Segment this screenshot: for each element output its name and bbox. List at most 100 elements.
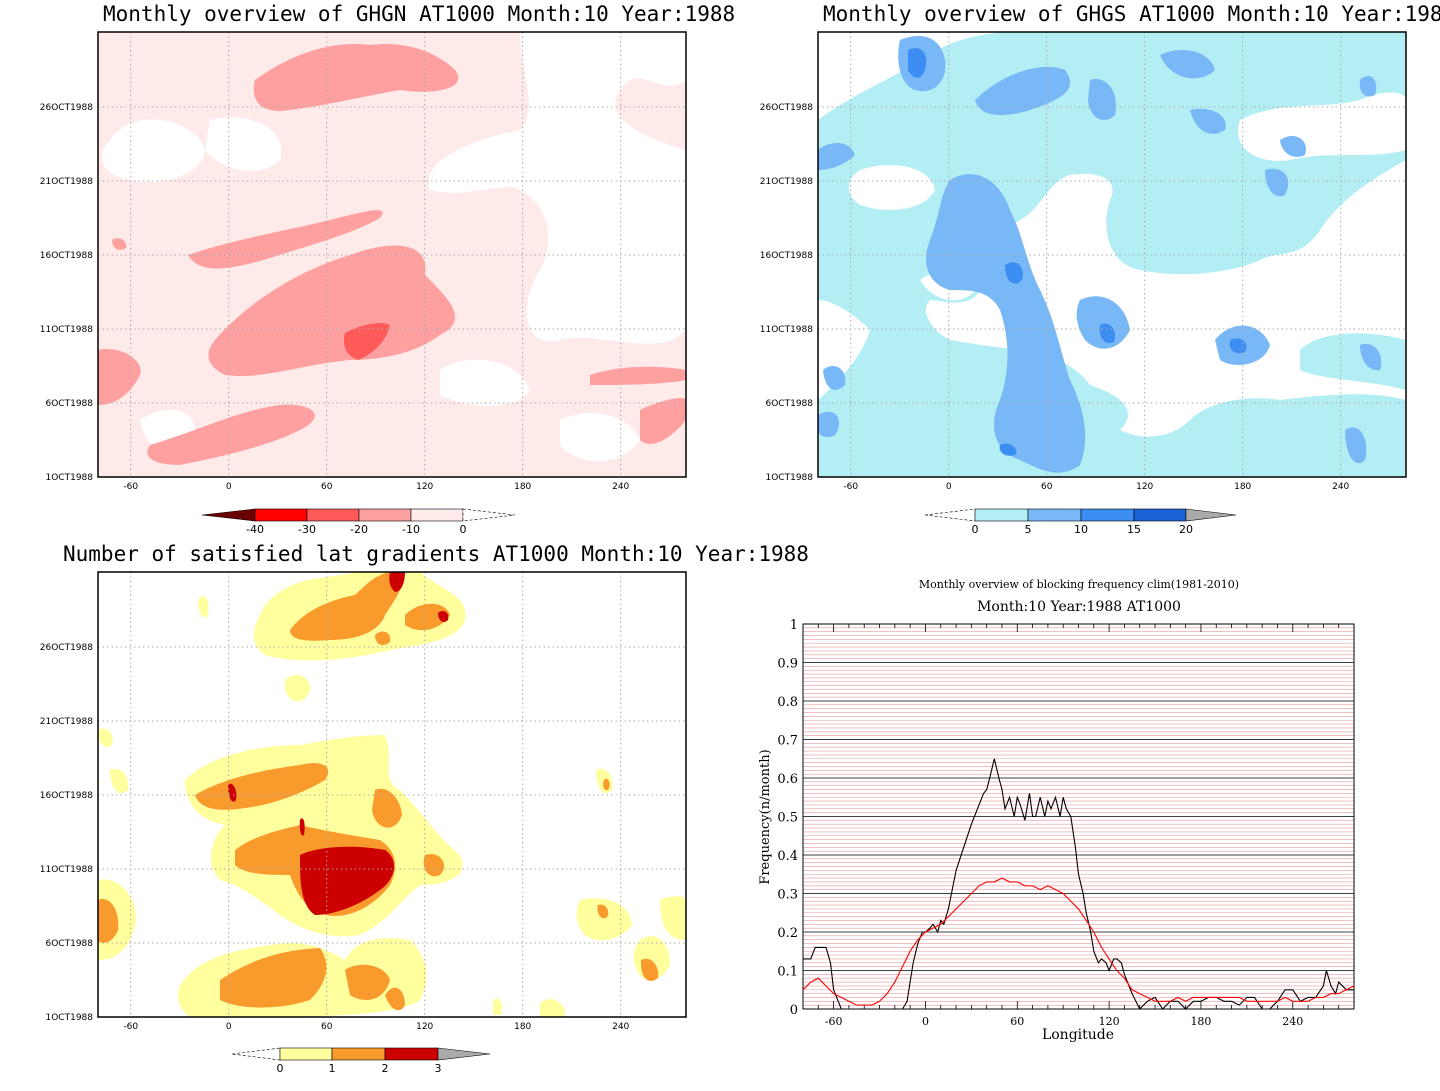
ghgs-x-tick: 60 [1041, 482, 1053, 492]
ghgn-colorbar-label: -10 [402, 523, 420, 536]
lat-grid [98, 572, 686, 1017]
lat-x-tick: 240 [612, 1022, 629, 1032]
ghgn-y-tick: 26OCT1988 [40, 103, 93, 113]
ghgn-y-tick: 11OCT1988 [40, 325, 93, 335]
y-tick-label: 1 [790, 618, 798, 633]
lat-y-tick: 16OCT1988 [40, 791, 93, 801]
lat-y-tick: 11OCT1988 [40, 865, 93, 875]
series-line-red [802, 877, 1355, 1006]
ghgs-colorbar-label: 0 [972, 523, 979, 536]
ghgn-x-tick: 180 [514, 482, 531, 492]
blocking-subtitle: Month:10 Year:1988 AT1000 [977, 599, 1181, 615]
ghgs-grid [818, 32, 1406, 477]
ghgn-plot: -60 0 60 120 180 240 1OCT1988 6OCT1988 1… [40, 31, 687, 536]
ghgs-colorbar-label: 5 [1025, 523, 1032, 536]
x-axis-label: Longitude [1042, 1027, 1114, 1043]
ghgn-x-tick: 60 [321, 482, 333, 492]
x-tick-label: 0 [922, 1015, 929, 1028]
lat-colorbar-label: 2 [382, 1062, 389, 1075]
lat-panel: Number of satisfied lat gradients AT1000… [0, 540, 809, 1091]
y-tick-label: 0.8 [777, 695, 798, 710]
ghgs-x-tick: 180 [1234, 482, 1251, 492]
ghgn-y-tick: 6OCT1988 [46, 399, 94, 409]
ghgn-colorbar-label: -40 [246, 523, 264, 536]
y-tick-label: 0.9 [777, 657, 798, 672]
y-tick-label: 0.5 [777, 811, 798, 826]
x-tick-label: 60 [1010, 1015, 1024, 1028]
ghgn-panel: Monthly overview of GHGN AT1000 Month:10… [0, 0, 735, 540]
lat-y-tick: 1OCT1988 [46, 1013, 94, 1023]
lat-x-tick: 60 [321, 1022, 333, 1032]
lat-colorbar-label: 3 [435, 1062, 442, 1075]
ghgn-y-tick: 21OCT1988 [40, 177, 93, 187]
x-tick-label: 120 [1099, 1015, 1120, 1028]
ghgs-colorbar-label: 20 [1179, 523, 1193, 536]
y-tick-labels: 0 0.1 0.2 0.3 0.4 0.5 0.6 0.7 0.8 0.9 1 [777, 618, 798, 1018]
y-tick-label: 0.1 [777, 965, 798, 980]
lat-x-ticks: -60 0 60 120 180 240 [123, 1022, 629, 1032]
ghgn-x-tick: 240 [612, 482, 629, 492]
ghgs-x-tick: 0 [946, 482, 952, 492]
ghgs-panel: Monthly overview of GHGS AT1000 Month:10… [720, 0, 1440, 540]
ghgs-colorbar-label: 15 [1127, 523, 1141, 536]
lat-y-tick: 21OCT1988 [40, 717, 93, 727]
ghgs-x-tick: -60 [843, 482, 858, 492]
lat-x-tick: 0 [226, 1022, 232, 1032]
ghgs-y-tick: 16OCT1988 [760, 251, 813, 261]
ghgs-y-tick: 21OCT1988 [760, 177, 813, 187]
ghgn-title: Monthly overview of GHGN AT1000 Month:10… [103, 2, 736, 26]
ghgn-y-tick: 16OCT1988 [40, 251, 93, 261]
ghgs-plot: -60 0 60 120 180 240 1OCT1988 6OCT1988 1… [760, 31, 1407, 536]
ghgs-y-tick: 26OCT1988 [760, 103, 813, 113]
ghgn-colorbar-label: -30 [298, 523, 316, 536]
y-axis-label: Frequency(n/month) [758, 749, 773, 884]
ghgn-y-tick: 1OCT1988 [46, 473, 94, 483]
ghgs-x-tick: 120 [1136, 482, 1153, 492]
x-tick-label: 240 [1282, 1015, 1303, 1028]
lat-y-tick: 6OCT1988 [46, 939, 94, 949]
ghgn-x-tick: -60 [123, 482, 138, 492]
ghgn-y-ticks: 1OCT1988 6OCT1988 11OCT1988 16OCT1988 21… [40, 103, 94, 483]
y-tick-label: 0.2 [777, 926, 798, 941]
y-tick-label: 0.4 [777, 849, 798, 864]
ghgs-x-tick: 240 [1332, 482, 1349, 492]
ghgs-colorbar: 0 5 10 15 20 [924, 508, 1237, 536]
series-line-black [803, 758, 1354, 1010]
blocking-panel: Monthly overview of blocking frequency c… [720, 540, 1440, 1091]
ghgs-y-tick: 6OCT1988 [766, 399, 814, 409]
blocking-chart: Monthly overview of blocking frequency c… [758, 578, 1355, 1043]
y-tick-label: 0 [790, 1003, 798, 1018]
lat-y-ticks: 1OCT1988 6OCT1988 11OCT1988 16OCT1988 21… [40, 643, 94, 1023]
y-tick-label: 0.3 [777, 888, 798, 903]
x-tick-labels: -60 0 60 120 180 240 [825, 1015, 1304, 1028]
blocking-title: Monthly overview of blocking frequency c… [919, 578, 1239, 591]
major-grid [803, 662, 1354, 971]
ghgs-y-tick: 1OCT1988 [766, 473, 814, 483]
ghgn-grid [98, 32, 686, 477]
lat-colorbar-label: 1 [329, 1062, 336, 1075]
lat-x-tick: 120 [416, 1022, 433, 1032]
ghgn-x-tick: 0 [226, 482, 232, 492]
ghgn-colorbar-label: -20 [350, 523, 368, 536]
ghgs-y-ticks: 1OCT1988 6OCT1988 11OCT1988 16OCT1988 21… [760, 103, 814, 483]
y-tick-label: 0.7 [777, 734, 798, 749]
lat-y-tick: 26OCT1988 [40, 643, 93, 653]
ghgn-x-tick: 120 [416, 482, 433, 492]
lat-x-tick: -60 [123, 1022, 138, 1032]
lat-colorbar-label: 0 [277, 1062, 284, 1075]
lat-plot: -60 0 60 120 180 240 1OCT1988 6OCT1988 1… [40, 571, 687, 1075]
ghgn-colorbar-label: 0 [460, 523, 467, 536]
lat-x-tick: 180 [514, 1022, 531, 1032]
ghgn-x-ticks: -60 0 60 120 180 240 [123, 482, 629, 492]
ghgn-colorbar: -40 -30 -20 -10 0 [201, 508, 516, 536]
y-tick-label: 0.6 [777, 772, 798, 787]
ghgs-title: Monthly overview of GHGS AT1000 Month:10… [823, 2, 1440, 26]
ghgs-colorbar-label: 10 [1074, 523, 1088, 536]
ghgs-x-ticks: -60 0 60 120 180 240 [843, 482, 1349, 492]
x-tick-label: -60 [825, 1015, 843, 1028]
lat-colorbar: 0 1 2 3 [231, 1047, 491, 1075]
ghgs-y-tick: 11OCT1988 [760, 325, 813, 335]
lat-title: Number of satisfied lat gradients AT1000… [63, 542, 809, 566]
x-tick-label: 180 [1190, 1015, 1211, 1028]
series-layer [802, 758, 1355, 1010]
